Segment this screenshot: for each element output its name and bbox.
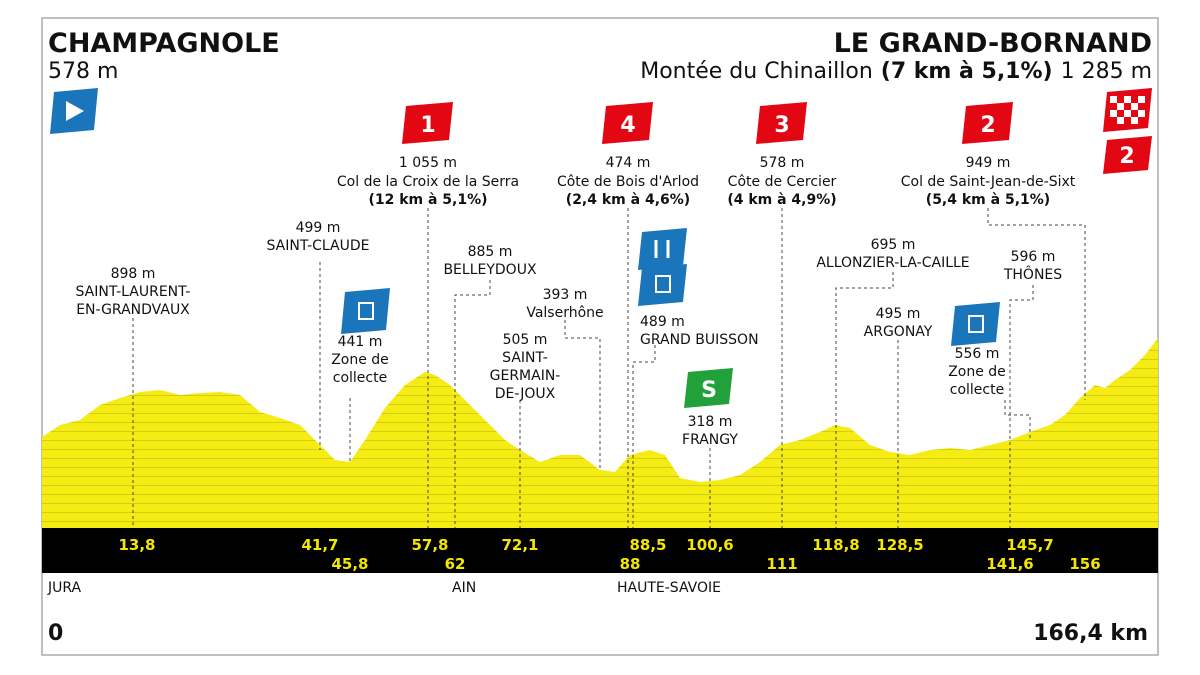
finish-altitude: 1 285 m [1061,59,1152,84]
place-name: collecte [950,382,1004,398]
place-name: BELLEYDOUX [443,262,536,278]
place-altitude: 393 m [543,287,588,303]
climb-name: Côte de Cercier [728,174,837,190]
place-altitude: 556 m [955,346,1000,362]
finish-category: 2 [1119,144,1134,169]
place-name: GRAND BUISSON [640,332,759,348]
place-name: FRANGY [682,432,738,448]
km-label: 156 [1069,555,1100,573]
place-name: ALLONZIER-LA-CAILLE [816,255,969,271]
svg-text:S: S [701,378,717,403]
km-label: 111 [766,555,797,573]
place-altitude: 499 m [296,220,341,236]
place-altitude: 505 m [503,332,548,348]
region: AIN [452,580,476,596]
distance-start: 0 [48,621,63,646]
place-name: Zone de [948,364,1006,380]
climb-badge [402,102,453,144]
km-label: 128,5 [876,536,923,554]
place-altitude: 489 m [640,314,685,330]
place-altitude: 596 m [1011,249,1056,265]
place-name: DE-JOUX [495,386,556,402]
finish-flag: 2 [1103,88,1152,174]
place-altitude: 441 m [338,334,383,350]
place-name: SAINT-LAURENT- [76,284,191,300]
climb-badge [962,102,1013,144]
km-label: 13,8 [118,536,155,554]
climb-altitude: 578 m [760,155,805,171]
climb-name: Côte de Bois d'Arlod [557,174,699,190]
place-altitude: 885 m [468,244,513,260]
finish-name: LE GRAND-BORNAND [834,28,1152,59]
km-label: 41,7 [301,536,338,554]
km-label: 57,8 [411,536,448,554]
km-label: 100,6 [686,536,733,554]
climb-badge [602,102,653,144]
climb-badge [756,102,807,144]
start-flag [50,88,98,134]
place-altitude: 318 m [688,414,733,430]
km-band [42,528,1158,573]
km-label: 45,8 [331,555,368,573]
climb-altitude: 1 055 m [399,155,457,171]
place-name: collecte [333,370,387,386]
climb-category: 3 [774,113,789,138]
frame [41,17,1159,656]
profile [42,338,1158,528]
km-label: 141,6 [986,555,1033,573]
place-altitude: 695 m [871,237,916,253]
finish-climb-detail: (7 km à 5,1%) [881,59,1053,84]
place-name: EN-GRANDVAUX [76,302,190,318]
finish-line: Montée du Chinaillon (7 km à 5,1%) 1 285 m [640,59,1152,84]
climb-detail: (4 km à 4,9%) [727,192,836,208]
km-label: 88 [620,555,641,573]
place-name: Zone de [331,352,389,368]
climb-altitude: 949 m [966,155,1011,171]
km-label: 145,7 [1006,536,1053,554]
climb-detail: (12 km à 5,1%) [368,192,487,208]
region: HAUTE-SAVOIE [617,580,721,596]
climb-name: Col de Saint-Jean-de-Sixt [901,174,1076,190]
climb-category: 1 [420,113,435,138]
km-label: 72,1 [501,536,538,554]
feed-icons [341,228,1000,346]
place-name: GERMAIN- [490,368,561,384]
place-name: ARGONAY [864,324,933,340]
finish-climb: Montée du Chinaillon [640,59,873,84]
place-name: SAINT- [502,350,548,366]
km-label: 88,5 [629,536,666,554]
km-label: 62 [445,555,466,573]
climb-category: 4 [620,113,635,138]
distance-end: 166,4 km [1033,621,1148,646]
sprint-icon: S [684,368,733,408]
leader-lines [132,208,1086,528]
climb-category: 2 [980,113,995,138]
place-altitude: 495 m [876,306,921,322]
climb-name: Col de la Croix de la Serra [337,174,519,190]
start-name: CHAMPAGNOLE [48,28,280,59]
climb-detail: (5,4 km à 5,1%) [926,192,1050,208]
place-name: THÔNES [1003,265,1062,283]
climb-detail: (2,4 km à 4,6%) [566,192,690,208]
place-name: Valserhône [526,305,603,321]
place-name: SAINT-CLAUDE [267,238,370,254]
place-altitude: 898 m [111,266,156,282]
region: JURA [47,580,82,596]
km-label: 118,8 [812,536,859,554]
climb-altitude: 474 m [606,155,651,171]
start-altitude: 578 m [48,59,118,84]
